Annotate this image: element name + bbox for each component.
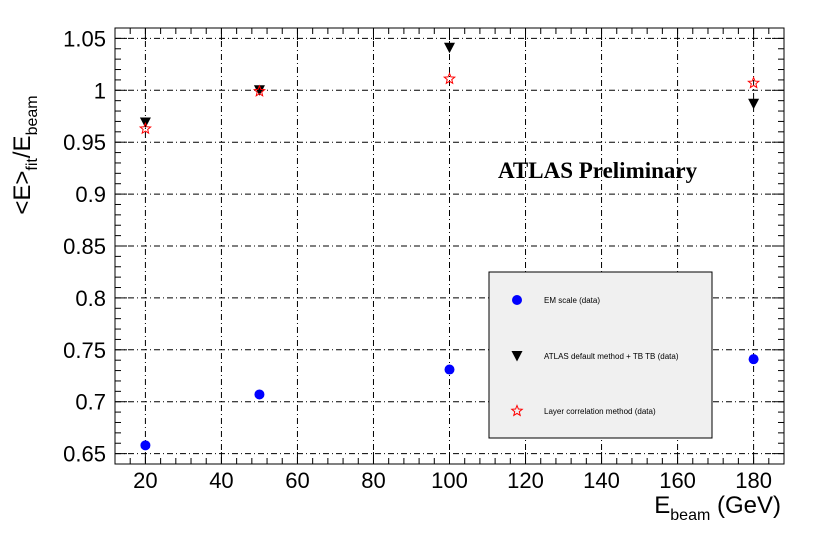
data-point-triangle-down [444, 42, 455, 54]
y-tick-labels: 0.65 0.7 0.75 0.8 0.85 0.9 0.95 1 1.05 [63, 26, 106, 466]
x-tick-label: 80 [361, 468, 385, 493]
y-tick-label: 0.9 [75, 182, 106, 207]
y-tick-label: 0.95 [63, 130, 106, 155]
data-points [138, 42, 761, 451]
y-tick-label: 0.7 [75, 390, 106, 415]
data-point-circle [140, 440, 151, 451]
y-tick-label: 0.75 [63, 338, 106, 363]
legend-label-layer-correlation: Layer correlation method (data) [544, 407, 656, 416]
data-point-triangle-down [748, 98, 760, 110]
x-tick-label: 40 [209, 468, 233, 493]
data-point-open-star [747, 76, 761, 89]
data-point-circle [748, 354, 759, 365]
x-tick-label: 20 [133, 468, 157, 493]
data-point-triangle-down [253, 85, 265, 96]
legend-marker-open-star [510, 404, 524, 417]
data-point-circle [444, 364, 455, 375]
x-tick-label: 120 [507, 468, 544, 493]
x-tick-label: 140 [583, 468, 620, 493]
legend-box [488, 271, 713, 439]
data-point-circle [254, 389, 265, 400]
y-tick-label: 0.65 [63, 442, 106, 467]
data-point-open-star [442, 72, 457, 85]
y-tick-label: 0.8 [75, 286, 106, 311]
x-tick-label: 160 [659, 468, 696, 493]
x-tick-label: 60 [285, 468, 309, 493]
y-tick-label: 1 [94, 78, 106, 103]
y-tick-label: 0.85 [63, 234, 106, 259]
data-point-open-star [138, 121, 152, 135]
legend: EM scale (data) ATLAS default method + T… [488, 271, 713, 439]
x-axis-label: Ebeam (GeV) [654, 492, 781, 524]
legend-marker-triangle-down [511, 351, 523, 362]
axis-ticks [114, 27, 785, 465]
y-tick-label: 1.05 [63, 26, 106, 51]
x-tick-label: 180 [735, 468, 772, 493]
legend-marker-circle [512, 295, 522, 305]
data-point-open-star [252, 84, 266, 97]
legend-markers [510, 295, 524, 417]
x-tick-labels: 20 40 60 80 100 120 140 160 180 [133, 468, 772, 493]
legend-label-em-scale: EM scale (data) [544, 296, 600, 305]
y-axis-label: <E>fit/Ebeam [9, 95, 41, 214]
legend-label-atlas-default: ATLAS default method + TB TB (data) [544, 352, 679, 361]
atlas-preliminary-annotation: ATLAS Preliminary [498, 158, 698, 183]
x-tick-label: 100 [431, 468, 468, 493]
